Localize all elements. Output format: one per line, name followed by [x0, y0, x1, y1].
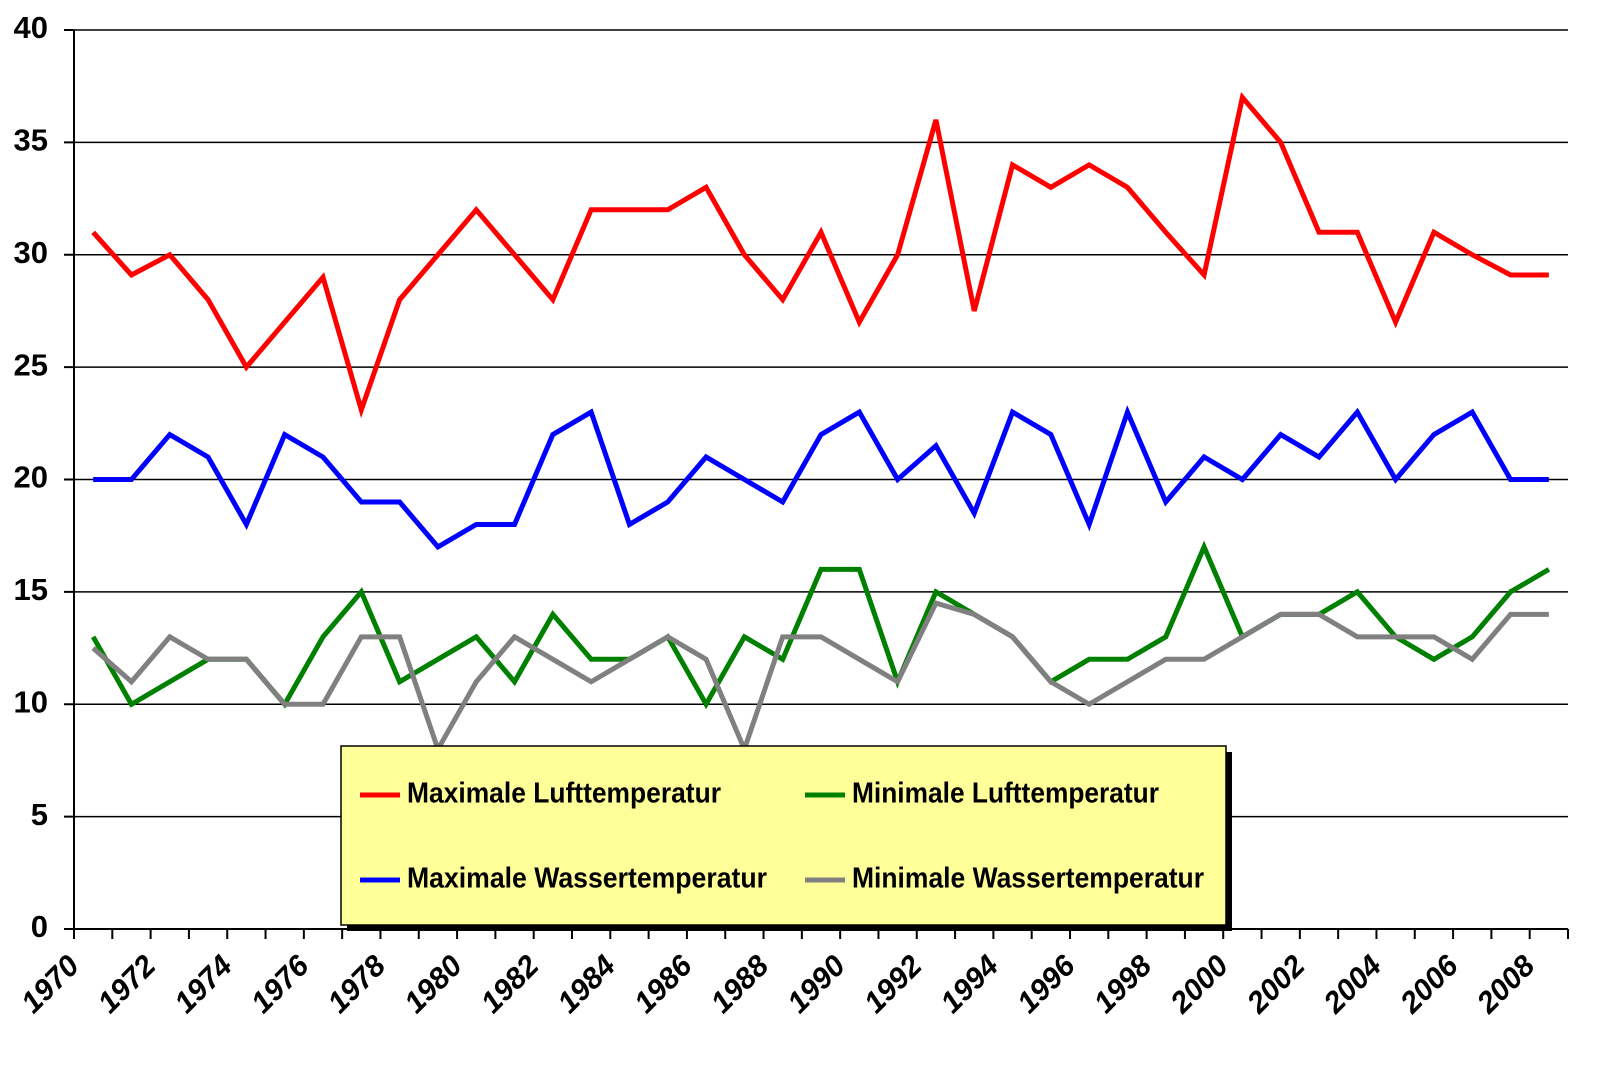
series-line: [93, 405, 1549, 551]
y-tick-label: 10: [14, 684, 48, 719]
legend: [340, 745, 1227, 926]
series-line: [91, 91, 1549, 419]
x-tick-label: 1978: [322, 949, 393, 1020]
y-tick-label: 5: [31, 797, 48, 832]
x-tick-label: 1970: [15, 949, 86, 1020]
x-tick-label: 1980: [398, 949, 469, 1020]
series-line: [90, 540, 1551, 710]
x-tick-label: 1974: [168, 949, 239, 1020]
x-tick-label: 2002: [1240, 949, 1311, 1020]
y-tick-label: 30: [14, 235, 48, 270]
x-tick-label: 1994: [935, 949, 1006, 1020]
x-tick-label: 2004: [1317, 949, 1388, 1020]
y-tick-label: 15: [14, 572, 48, 607]
x-tick-label: 2000: [1164, 949, 1235, 1020]
x-tick-label: 1996: [1011, 949, 1082, 1020]
x-tick-label: 1986: [628, 949, 699, 1020]
y-tick-label: 0: [31, 909, 48, 944]
x-tick-label: 1990: [781, 949, 852, 1020]
series-line: [91, 600, 1549, 757]
x-tick-label: 1998: [1088, 949, 1159, 1020]
y-tick-label: 40: [14, 10, 48, 45]
x-tick-label: 1992: [858, 949, 929, 1020]
legend-label: Maximale Lufttemperatur: [407, 778, 721, 810]
x-tick-label: 1982: [475, 949, 546, 1020]
y-tick-label: 25: [14, 347, 48, 382]
x-tick-label: 1972: [92, 949, 163, 1020]
y-tick-label: 20: [14, 460, 48, 495]
x-tick-label: 1988: [705, 949, 776, 1020]
legend-label: Minimale Wassertemperatur: [852, 863, 1204, 895]
x-tick-label: 2008: [1470, 949, 1541, 1020]
legend-label: Minimale Lufttemperatur: [852, 778, 1159, 810]
x-tick-label: 1984: [551, 949, 622, 1020]
legend-label: Maximale Wassertemperatur: [407, 863, 767, 895]
y-tick-label: 35: [14, 123, 48, 158]
x-tick-label: 2006: [1394, 949, 1465, 1020]
x-tick-label: 1976: [245, 949, 316, 1020]
